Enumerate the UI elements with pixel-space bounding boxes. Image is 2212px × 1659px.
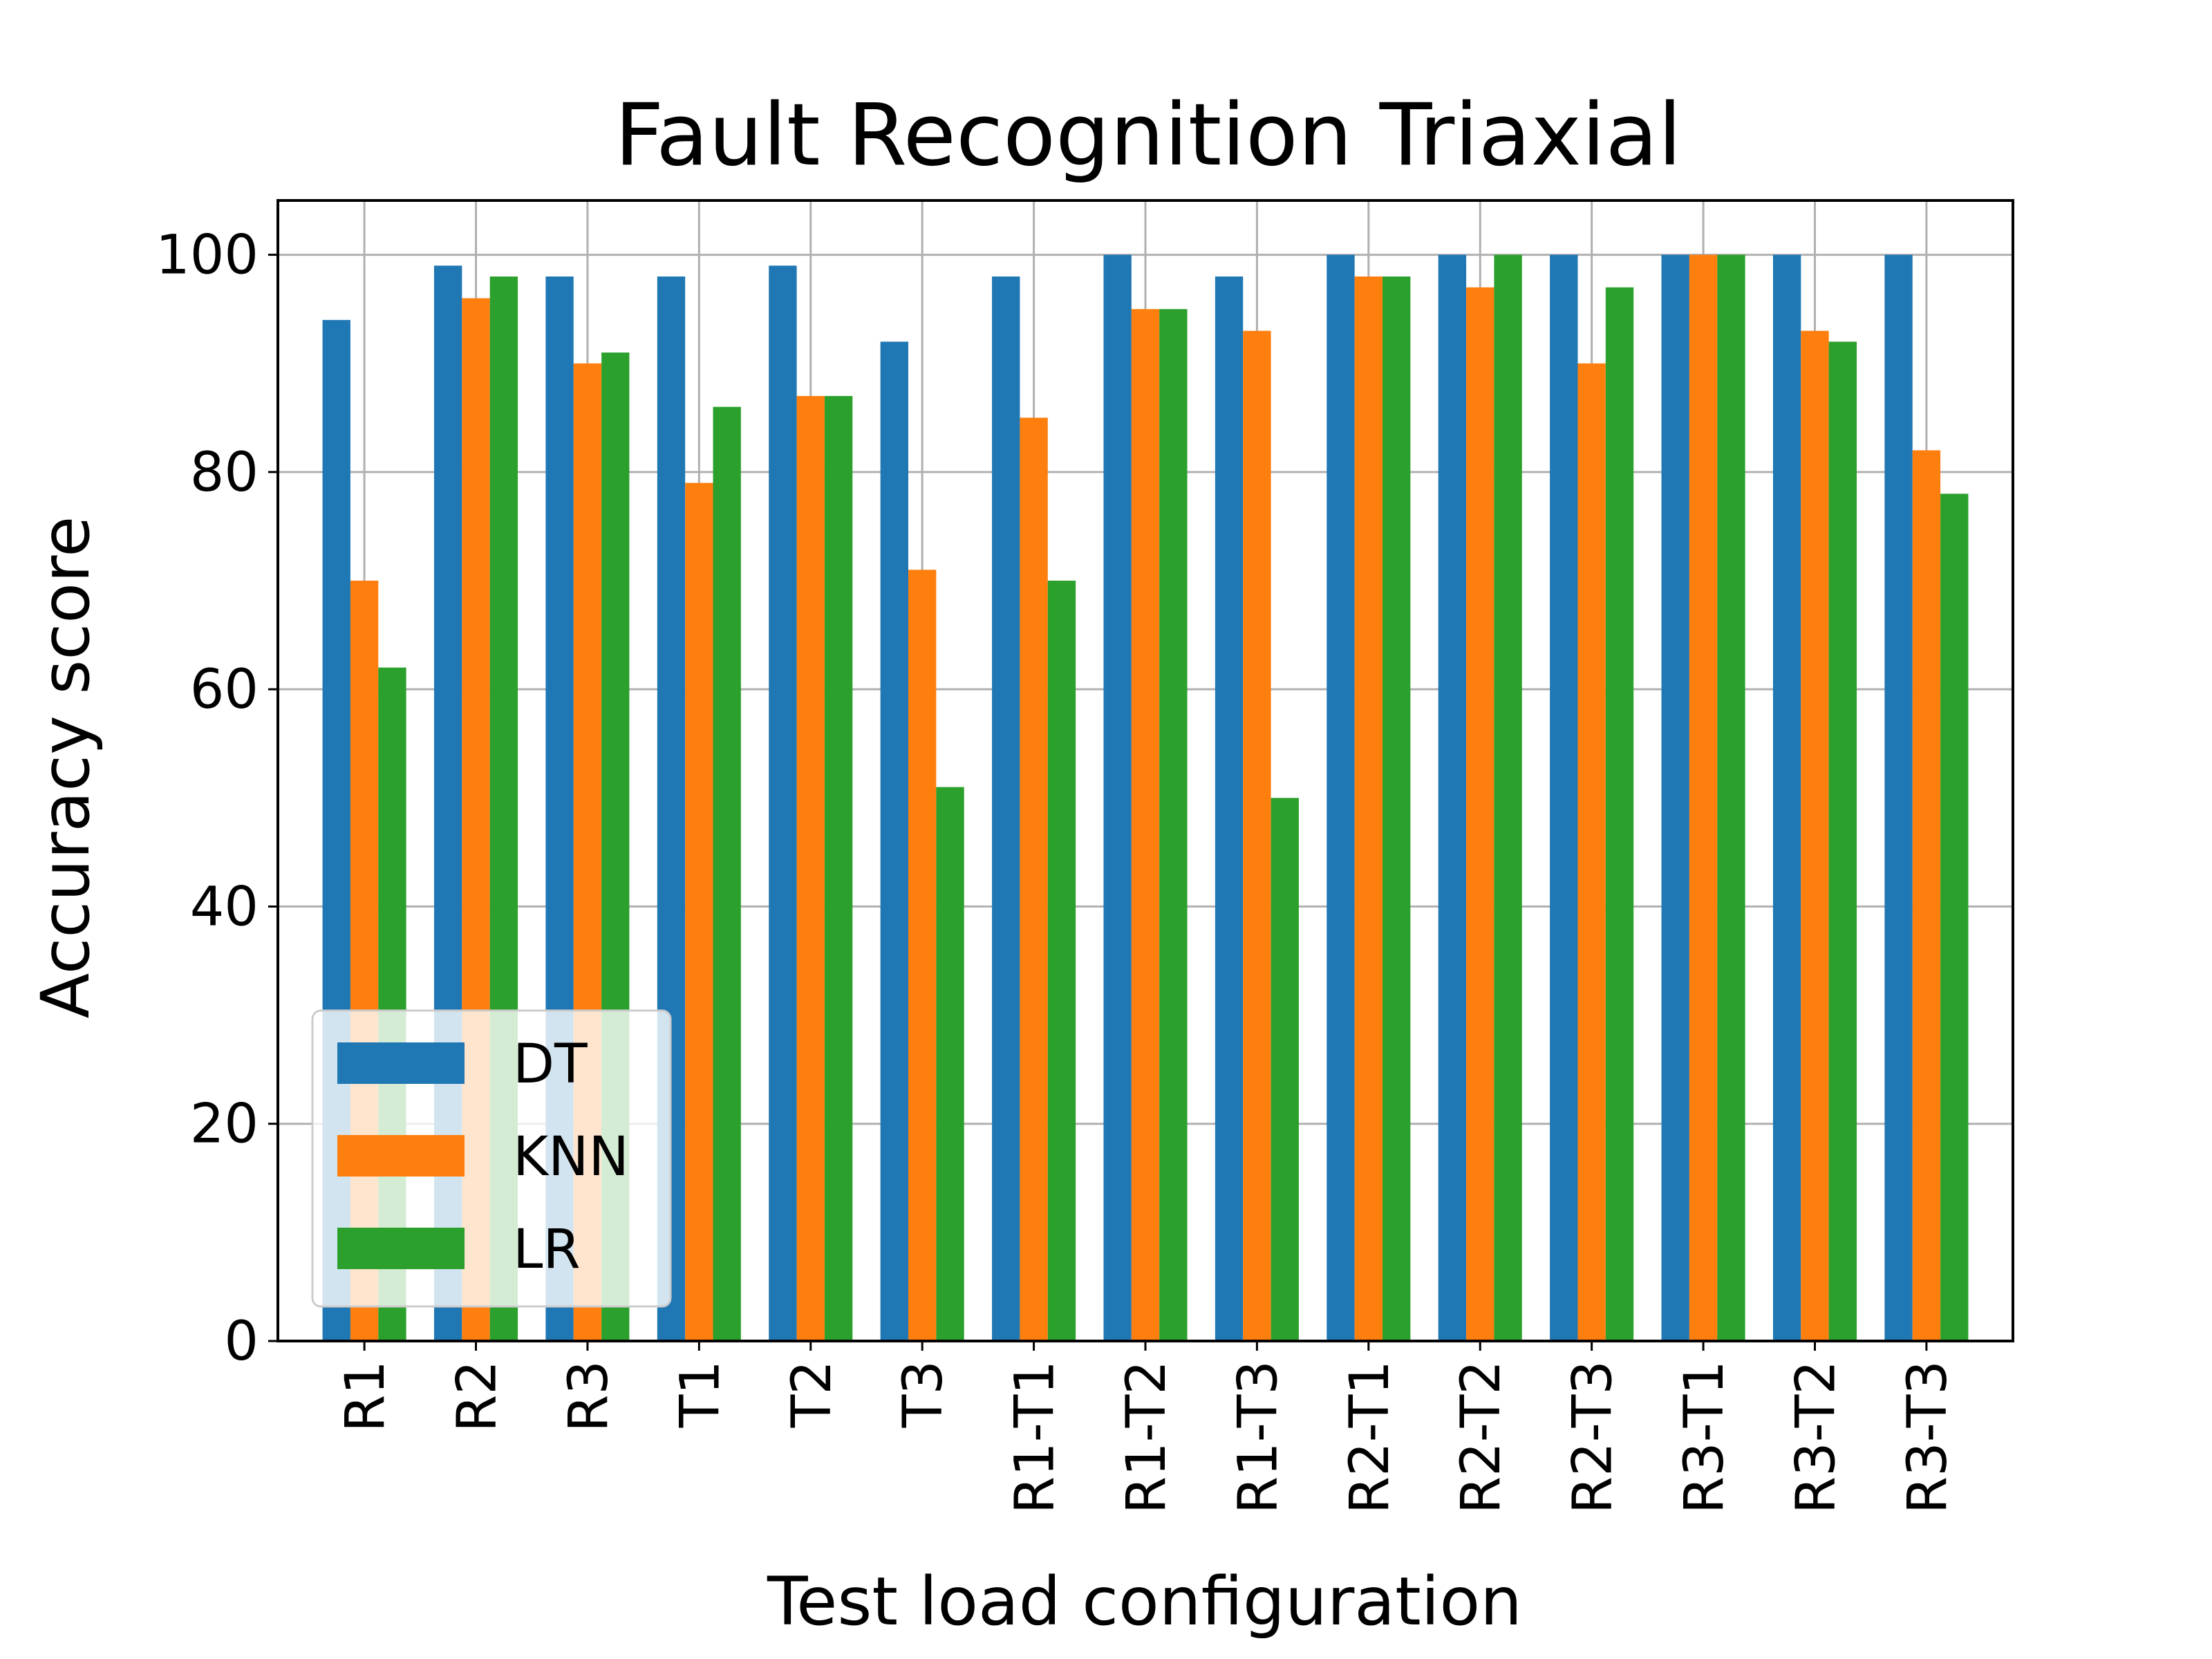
x-tick-label: R2-T2 [1450,1360,1512,1514]
bar-lr-r1-t2 [1159,309,1188,1342]
x-tick-label: R1 [335,1360,397,1432]
legend-swatch-dt [337,1042,465,1084]
legend: DT KNN LR [311,1009,672,1308]
bar-dt-r3-t2 [1772,254,1801,1342]
bar-dt-r2-t2 [1438,254,1467,1342]
bar-dt-t2 [769,265,797,1342]
bar-dt-r1-t1 [992,276,1020,1341]
x-tick-label: R3 [558,1360,620,1432]
bar-knn-r2-t2 [1466,287,1494,1341]
bar-lr-r1-t1 [1047,581,1076,1341]
bar-knn-r3-t1 [1689,254,1718,1342]
bar-lr-t2 [824,395,853,1341]
x-tick-label: R3-T3 [1897,1360,1959,1514]
bar-dt-r3-t1 [1661,254,1689,1342]
bar-lr-t1 [713,406,741,1341]
bar-dt-r3-t3 [1884,254,1913,1342]
y-tick-label: 20 [190,1094,259,1156]
x-tick-label: R3-T2 [1785,1360,1847,1514]
legend-label-lr: LR [513,1219,581,1281]
bar-knn-t1 [685,482,713,1341]
x-tick-label: R1-T1 [1004,1360,1067,1514]
x-tick-label: R1-T2 [1116,1360,1178,1514]
bar-knn-r3-t2 [1801,330,1829,1342]
y-tick-label: 60 [190,659,259,721]
legend-label-knn: KNN [513,1126,629,1188]
x-tick-label: T1 [669,1360,731,1428]
y-tick-label: 80 [190,442,259,504]
y-tick-label: 100 [156,225,259,287]
x-tick-label: R1-T3 [1227,1360,1289,1514]
bar-knn-t3 [908,570,937,1342]
bar-dt-r1-t2 [1103,254,1132,1342]
axis-ticks: 0 20 40 60 80 100 R1 R2 R3 T1 T2 T3 R1-T1 R1-T2 R1-T3 R… [156,225,1959,1515]
bar-lr-r3-t3 [1940,494,1969,1342]
bar-knn-r2-t3 [1577,363,1606,1341]
bar-knn-r3-t3 [1912,450,1941,1341]
x-tick-label: R2-T3 [1562,1360,1624,1514]
legend-swatch-lr [337,1228,465,1269]
bar-knn-r1-t3 [1243,330,1271,1342]
x-axis-label: Test load configuration [767,1563,1522,1640]
bar-lr-t3 [936,787,964,1341]
legend-swatch-knn [337,1135,465,1177]
bar-dt-r2-t1 [1327,254,1355,1342]
bar-dt-r1-t3 [1215,276,1244,1341]
bar-lr-r1-t3 [1271,798,1299,1341]
bar-knn-t2 [796,395,825,1341]
bar-knn-r1-t1 [1020,418,1048,1342]
legend-label-dt: DT [513,1033,588,1096]
x-tick-label: R3-T1 [1674,1360,1736,1514]
bar-dt-r2-t3 [1550,254,1578,1342]
x-tick-label: R2-T1 [1339,1360,1401,1514]
chart-title: Fault Recognition Triaxial [615,86,1682,185]
bar-lr-r3-t2 [1828,341,1857,1342]
bar-lr-r2-t2 [1494,254,1522,1342]
y-tick-label: 40 [190,876,259,938]
bar-lr-r2-t3 [1605,287,1634,1341]
bar-knn-r2-t1 [1354,276,1383,1341]
bar-dt-t3 [880,341,908,1342]
x-tick-label: R2 [447,1360,509,1432]
bar-knn-r1-t2 [1131,309,1160,1342]
y-axis-label: Accuracy score [27,516,104,1019]
y-tick-label: 0 [224,1311,259,1373]
bar-lr-r2-t1 [1382,276,1411,1341]
x-tick-label: T3 [892,1360,955,1428]
x-tick-label: T2 [781,1360,843,1428]
bar-lr-r3-t1 [1717,254,1745,1342]
